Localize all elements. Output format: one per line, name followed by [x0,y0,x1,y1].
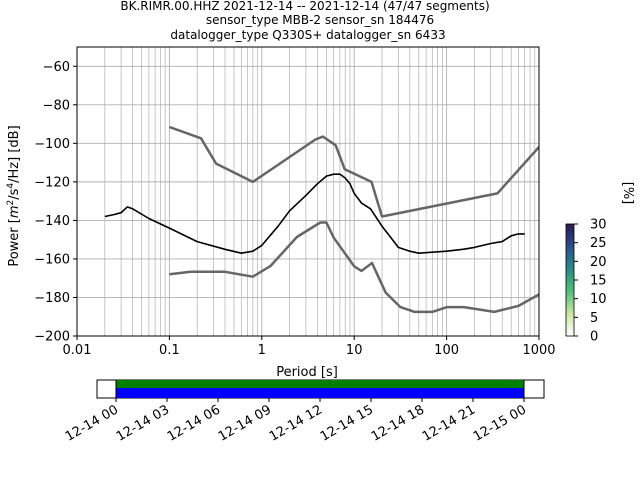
timeline-tick-label: 12-14 15 [318,402,376,444]
y-tick-label: −120 [34,175,70,190]
timeline-tick-label: 12-14 18 [369,402,427,444]
colorbar-tick-label: 0 [590,330,598,345]
plot-frame [76,46,540,337]
y-tick-label: −100 [34,137,70,152]
x-tick-label: 0.1 [159,343,180,358]
timeline-tick-label: 12-14 03 [114,402,172,444]
timeline-psd-segments-bar [116,388,524,398]
timeline-tick-label: 12-15 00 [471,402,529,444]
colorbar [565,223,575,337]
x-axis: 0.01 0.1 1 10 100 1000 [63,336,556,358]
colorbar-label: [%] [620,182,635,205]
chart-title-line-2: sensor_type MBB-2 sensor_sn 184476 [206,13,434,27]
colorbar-ticks: 0 5 10 15 20 25 30 [574,218,607,345]
colorbar-tick-label: 30 [590,218,607,233]
x-tick-label: 10 [346,343,363,358]
y-axis: −200 −180 −160 −140 −120 −100 −80 −60 [34,60,77,345]
x-axis-label: Period [s] [276,365,338,380]
high-noise-model-line [168,125,539,218]
y-tick-label: −140 [34,214,70,229]
y-tick-label: −60 [43,60,70,75]
x-tick-label: 1000 [522,343,555,358]
low-noise-model-line [169,221,539,314]
colorbar-tick-label: 20 [590,255,607,270]
colorbar-tick-label: 10 [590,292,607,307]
y-tick-label: −200 [34,330,70,345]
timeline-tick-label: 12-14 06 [165,402,223,444]
timeline-tick-label: 12-14 09 [216,402,274,444]
x-tick-label: 100 [434,343,459,358]
y-axis-label: Power [m2/s4/Hz] [dB] [6,125,22,266]
colorbar-tick-label: 5 [590,311,598,326]
x-tick-label: 0.01 [63,343,92,358]
chart-title-line-3: datalogger_type Q330S+ datalogger_sn 643… [170,28,445,42]
y-tick-label: −180 [34,291,70,306]
colorbar-tick-label: 15 [590,274,607,289]
x-tick-label: 1 [258,343,266,358]
colorbar-tick-label: 25 [590,236,607,251]
plot-area [77,47,539,336]
mode-psd-line [104,173,525,254]
timeline-data-coverage-bar [116,380,524,388]
timeline-tick-label: 12-14 21 [420,402,478,444]
series-lines [104,125,539,314]
timeline-tick-label: 12-14 12 [267,402,325,444]
timeline-tick-label: 12-14 00 [63,402,121,444]
chart-title-line-1: BK.RIMR.00.HHZ 2021-12-14 -- 2021-12-14 … [120,0,489,13]
y-tick-label: −80 [43,98,70,113]
y-tick-label: −160 [34,252,70,267]
